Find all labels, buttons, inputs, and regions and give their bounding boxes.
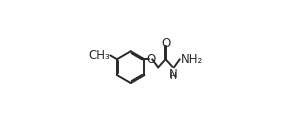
Text: NH₂: NH₂ [181, 53, 203, 66]
Text: H: H [170, 72, 176, 81]
Text: CH₃: CH₃ [88, 49, 110, 62]
Text: N: N [168, 68, 177, 81]
Text: O: O [161, 37, 170, 50]
Text: O: O [146, 53, 155, 66]
